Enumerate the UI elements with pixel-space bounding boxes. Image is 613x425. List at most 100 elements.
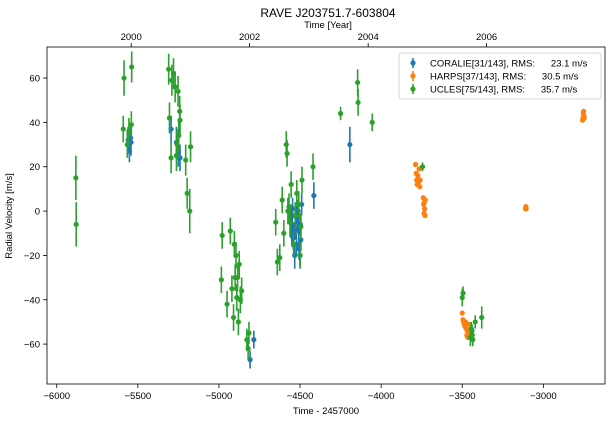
data-point <box>183 157 189 163</box>
data-point <box>422 197 428 203</box>
data-point <box>287 219 293 225</box>
data-point <box>459 310 465 316</box>
data-point <box>277 255 283 261</box>
data-point <box>126 128 132 134</box>
top-tick-label: 2004 <box>358 32 379 43</box>
x-tick-label: −4000 <box>368 391 395 402</box>
data-point <box>299 177 305 183</box>
x-tick-label: −4500 <box>287 391 314 402</box>
data-point <box>187 208 193 214</box>
data-point <box>128 121 134 128</box>
data-point <box>369 119 375 125</box>
data-point <box>580 108 587 114</box>
data-point <box>412 161 419 168</box>
x-tick-label: −3000 <box>530 391 557 402</box>
y-tick-label: 20 <box>29 162 40 173</box>
series-1 <box>412 108 587 341</box>
data-point <box>281 230 287 236</box>
data-point <box>479 314 485 321</box>
chart-title: RAVE J203751.7-603804 <box>260 6 396 20</box>
y-axis-label: Radial Velocity [m/s] <box>4 173 15 259</box>
data-point <box>422 212 428 219</box>
x-tick-label: −5000 <box>206 391 233 402</box>
data-point <box>246 330 252 336</box>
data-point <box>251 337 257 343</box>
data-point <box>337 110 344 117</box>
data-point <box>422 206 428 212</box>
x-tick-label: −5500 <box>124 391 151 402</box>
data-point <box>274 259 280 265</box>
top-axis-label: Time [Year] <box>304 20 352 31</box>
data-point <box>172 84 178 90</box>
data-point <box>166 115 173 121</box>
data-point <box>288 181 294 188</box>
data-point <box>245 345 251 352</box>
y-tick-label: 60 <box>29 74 40 85</box>
data-point <box>523 206 529 212</box>
data-point <box>187 144 194 150</box>
data-point <box>283 141 289 148</box>
y-tick-label: 40 <box>29 118 40 129</box>
data-point <box>310 164 316 170</box>
data-point <box>284 150 290 157</box>
legend-frame <box>398 52 602 100</box>
data-point <box>230 314 237 321</box>
data-point <box>470 337 476 343</box>
legend-label: HARPS[37/143], RMS: 30.5 m/s <box>430 72 579 83</box>
legend-marker <box>410 86 416 92</box>
data-point <box>233 252 239 259</box>
data-point <box>120 126 126 132</box>
data-point <box>460 290 466 296</box>
data-point <box>273 219 279 225</box>
x-tick-label: −3500 <box>449 391 476 402</box>
data-point <box>472 319 478 325</box>
data-point <box>292 212 298 219</box>
data-point <box>347 141 353 148</box>
x-tick-label: −6000 <box>43 391 70 402</box>
data-point <box>168 155 174 161</box>
legend-label: UCLES[75/143], RMS: 35.7 m/s <box>430 85 578 96</box>
data-point <box>177 117 183 123</box>
data-point <box>279 197 285 203</box>
legend-marker <box>410 73 416 79</box>
top-tick-label: 2006 <box>476 32 497 43</box>
data-point <box>290 241 297 247</box>
data-point <box>129 64 135 70</box>
data-point <box>224 301 230 307</box>
data-point <box>184 190 190 196</box>
data-point <box>236 261 242 267</box>
y-tick-label: −60 <box>24 340 40 351</box>
data-point <box>239 288 245 294</box>
data-point <box>581 115 587 121</box>
data-point <box>235 319 242 325</box>
data-point <box>229 286 235 292</box>
y-tick-label: 0 <box>35 207 40 218</box>
data-point <box>298 223 304 230</box>
data-point <box>166 66 172 72</box>
data-point <box>459 294 465 301</box>
plot-frame <box>46 46 606 385</box>
data-point <box>227 228 233 234</box>
data-point <box>355 99 361 106</box>
data-point <box>175 88 181 94</box>
data-point <box>297 252 303 259</box>
data-point <box>121 75 127 81</box>
data-point <box>296 201 302 208</box>
data-point <box>417 177 423 183</box>
legend-label: CORALIE[31/143], RMS: 23.1 m/s <box>430 59 588 70</box>
data-point <box>311 192 317 199</box>
data-point <box>219 232 225 239</box>
data-point <box>417 184 423 190</box>
data-point <box>465 321 472 327</box>
data-point <box>73 175 79 181</box>
y-tick-label: −20 <box>24 251 40 262</box>
y-tick-label: −40 <box>24 295 40 306</box>
series-2 <box>73 51 485 360</box>
data-point <box>355 79 361 86</box>
data-point <box>286 204 292 210</box>
legend-marker <box>410 60 416 66</box>
data-point <box>415 172 421 179</box>
top-tick-label: 2000 <box>121 32 142 43</box>
data-point <box>218 277 224 283</box>
